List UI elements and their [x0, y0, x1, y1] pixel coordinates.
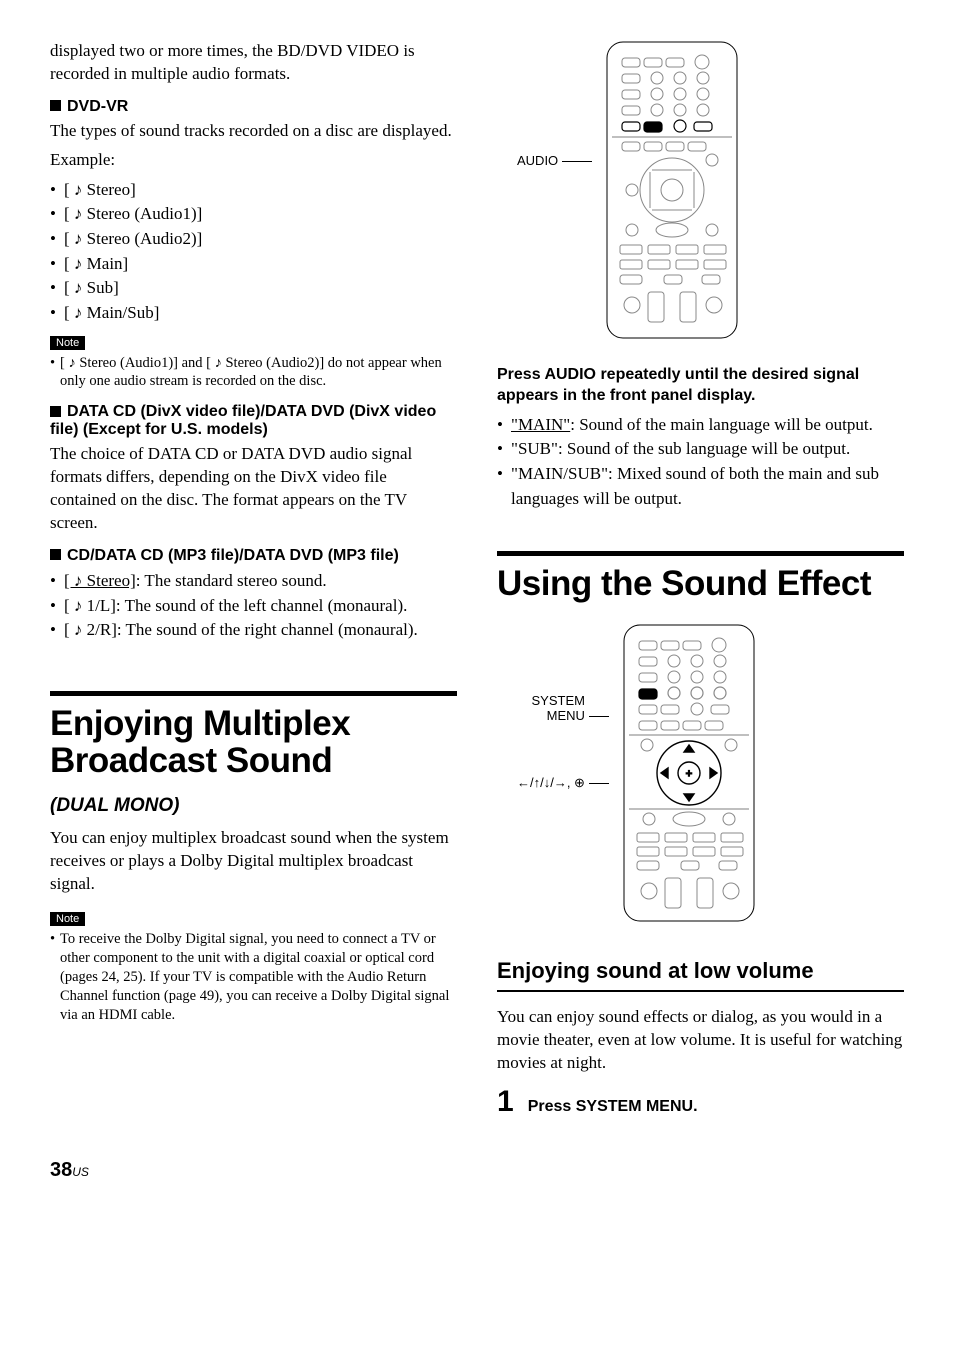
- two-column-layout: displayed two or more times, the BD/DVD …: [50, 40, 904, 1119]
- low-volume-heading: Enjoying sound at low volume: [497, 958, 904, 984]
- square-bullet-icon: [50, 406, 61, 417]
- step-1: 1 Press SYSTEM MENU.: [497, 1085, 904, 1119]
- cd-heading: CD/DATA CD (MP3 file)/DATA DVD (MP3 file…: [50, 547, 457, 565]
- arrows-label: ←/↑/↓/→, ⊕: [517, 775, 609, 791]
- cd-heading-text: CD/DATA CD (MP3 file)/DATA DVD (MP3 file…: [67, 547, 399, 564]
- cd-list: [ ♪ Stereo]: The standard stereo sound.[…: [50, 569, 457, 643]
- dvdvr-text1: The types of sound tracks recorded on a …: [50, 120, 457, 143]
- list-item: [ ♪ Stereo (Audio1)]: [50, 202, 457, 227]
- remote2-labels: SYSTEMMENU ←/↑/↓/→, ⊕: [517, 635, 609, 915]
- dvdvr-text2: Example:: [50, 149, 457, 172]
- page-number-suffix: US: [72, 1165, 89, 1179]
- intro-paragraph: displayed two or more times, the BD/DVD …: [50, 40, 457, 86]
- list-item: [ ♪ Sub]: [50, 276, 457, 301]
- sound-effect-heading: Using the Sound Effect: [497, 566, 904, 603]
- datacd-heading: DATA CD (DivX video file)/DATA DVD (DivX…: [50, 403, 457, 439]
- list-item: [ ♪ Stereo (Audio2)]: [50, 227, 457, 252]
- sub-heading-rule: [497, 990, 904, 992]
- remote-svg-2: +: [619, 623, 759, 928]
- multiplex-text: You can enjoy multiplex broadcast sound …: [50, 827, 457, 896]
- left-column: displayed two or more times, the BD/DVD …: [50, 40, 457, 1119]
- datacd-heading-text: DATA CD (DivX video file)/DATA DVD (DivX…: [50, 403, 436, 438]
- datacd-text: The choice of DATA CD or DATA DVD audio …: [50, 443, 457, 535]
- list-item: [ ♪ 1/L]: The sound of the left channel …: [50, 594, 457, 619]
- dvdvr-list: [ ♪ Stereo][ ♪ Stereo (Audio1)][ ♪ Stere…: [50, 178, 457, 326]
- list-item: [ ♪ Stereo]: The standard stereo sound.: [50, 569, 457, 594]
- dvdvr-heading: DVD-VR: [50, 98, 457, 116]
- list-item: "MAIN": Sound of the main language will …: [497, 413, 904, 438]
- audio-label: AUDIO: [517, 153, 592, 168]
- square-bullet-icon: [50, 549, 61, 560]
- dual-mono-sub: (DUAL MONO): [50, 795, 457, 817]
- list-item: [ ♪ Stereo]: [50, 178, 457, 203]
- audio-options-list: "MAIN": Sound of the main language will …: [497, 413, 904, 512]
- system-menu-label: SYSTEMMENU: [517, 693, 609, 723]
- leader-line: [562, 161, 592, 162]
- multiplex-note: To receive the Dolby Digital signal, you…: [50, 930, 457, 1024]
- right-column: AUDIO: [497, 40, 904, 1119]
- page-number: 38US: [50, 1159, 904, 1182]
- heading-rule: [50, 691, 457, 696]
- leader-line: [589, 716, 609, 717]
- remote-diagram-2: SYSTEMMENU ←/↑/↓/→, ⊕: [497, 623, 904, 928]
- page-number-value: 38: [50, 1159, 72, 1181]
- square-bullet-icon: [50, 100, 61, 111]
- press-audio-heading: Press AUDIO repeatedly until the desired…: [497, 365, 904, 407]
- dvdvr-heading-text: DVD-VR: [67, 98, 128, 115]
- multiplex-section: Enjoying Multiplex Broadcast Sound: [50, 691, 457, 780]
- step-number: 1: [497, 1085, 514, 1119]
- svg-text:+: +: [685, 768, 691, 780]
- remote-diagram-1: AUDIO: [497, 40, 904, 345]
- list-item: "MAIN/SUB": Mixed sound of both the main…: [497, 462, 904, 511]
- note-tag: Note: [50, 336, 85, 350]
- remote-svg-1: [602, 40, 742, 345]
- dvdvr-note: [ ♪ Stereo (Audio1)] and [ ♪ Stereo (Aud…: [50, 354, 457, 392]
- sound-effect-section: Using the Sound Effect: [497, 551, 904, 603]
- list-item: "SUB": Sound of the sub language will be…: [497, 437, 904, 462]
- list-item: [ ♪ Main]: [50, 252, 457, 277]
- remote1-labels: AUDIO: [517, 63, 592, 323]
- note-tag: Note: [50, 912, 85, 926]
- list-item: [ ♪ 2/R]: The sound of the right channel…: [50, 618, 457, 643]
- step-text: Press SYSTEM MENU.: [528, 1098, 698, 1116]
- multiplex-heading: Enjoying Multiplex Broadcast Sound: [50, 706, 457, 780]
- leader-line: [589, 783, 609, 784]
- heading-rule: [497, 551, 904, 556]
- low-volume-text: You can enjoy sound effects or dialog, a…: [497, 1006, 904, 1075]
- list-item: [ ♪ Main/Sub]: [50, 301, 457, 326]
